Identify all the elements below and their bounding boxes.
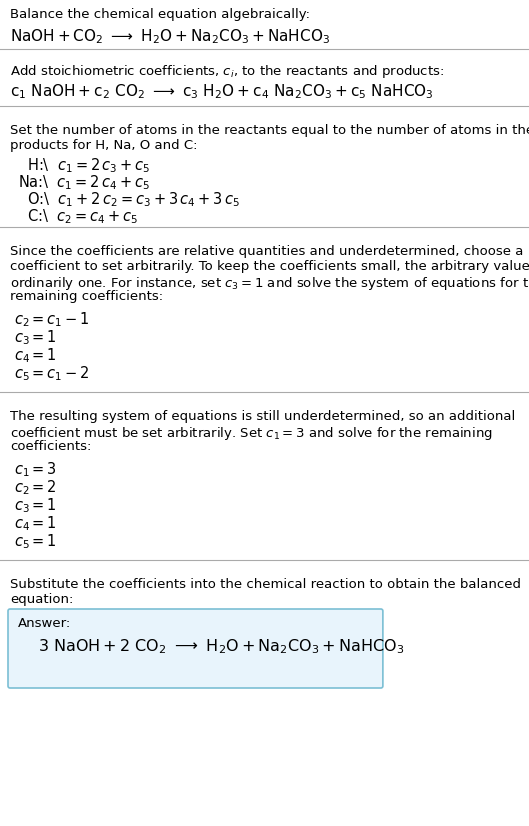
Text: Na:\  $c_1 = 2\,c_4 + c_5$: Na:\ $c_1 = 2\,c_4 + c_5$ [18,173,150,192]
Text: $c_5 = c_1 - 2$: $c_5 = c_1 - 2$ [14,364,90,382]
Text: $c_4 = 1$: $c_4 = 1$ [14,346,57,365]
Text: Answer:: Answer: [18,617,71,630]
Text: C:\  $c_2 = c_4 + c_5$: C:\ $c_2 = c_4 + c_5$ [18,207,138,225]
Text: equation:: equation: [10,593,74,606]
Text: $\mathrm{3\ NaOH + 2\ CO_2\ \longrightarrow\ H_2O + Na_2CO_3 + NaHCO_3}$: $\mathrm{3\ NaOH + 2\ CO_2\ \longrightar… [38,637,404,656]
Text: $c_3 = 1$: $c_3 = 1$ [14,328,57,347]
Text: coefficient to set arbitrarily. To keep the coefficients small, the arbitrary va: coefficient to set arbitrarily. To keep … [10,260,529,273]
Text: coefficient must be set arbitrarily. Set $c_1 = 3$ and solve for the remaining: coefficient must be set arbitrarily. Set… [10,425,492,442]
FancyBboxPatch shape [8,609,383,688]
Text: coefficients:: coefficients: [10,440,92,453]
Text: products for H, Na, O and C:: products for H, Na, O and C: [10,139,197,152]
Text: $\mathrm{c_1\ NaOH + c_2\ CO_2\ \longrightarrow\ c_3\ H_2O + c_4\ Na_2CO_3 + c_5: $\mathrm{c_1\ NaOH + c_2\ CO_2\ \longrig… [10,82,434,101]
Text: O:\  $c_1 + 2\,c_2 = c_3 + 3\,c_4 + 3\,c_5$: O:\ $c_1 + 2\,c_2 = c_3 + 3\,c_4 + 3\,c_… [18,190,240,209]
Text: $c_1 = 3$: $c_1 = 3$ [14,460,57,479]
Text: $c_5 = 1$: $c_5 = 1$ [14,532,57,551]
Text: $c_2 = 2$: $c_2 = 2$ [14,478,57,496]
Text: $c_3 = 1$: $c_3 = 1$ [14,496,57,515]
Text: $c_2 = c_1 - 1$: $c_2 = c_1 - 1$ [14,310,90,329]
Text: Balance the chemical equation algebraically:: Balance the chemical equation algebraica… [10,8,310,21]
Text: Substitute the coefficients into the chemical reaction to obtain the balanced: Substitute the coefficients into the che… [10,578,521,591]
Text: Add stoichiometric coefficients, $c_i$, to the reactants and products:: Add stoichiometric coefficients, $c_i$, … [10,63,444,80]
Text: $c_4 = 1$: $c_4 = 1$ [14,514,57,533]
Text: $\mathrm{NaOH + CO_2\ \longrightarrow\ H_2O + Na_2CO_3 + NaHCO_3}$: $\mathrm{NaOH + CO_2\ \longrightarrow\ H… [10,27,330,45]
Text: remaining coefficients:: remaining coefficients: [10,290,163,303]
Text: ordinarily one. For instance, set $c_3 = 1$ and solve the system of equations fo: ordinarily one. For instance, set $c_3 =… [10,275,529,292]
Text: Since the coefficients are relative quantities and underdetermined, choose a: Since the coefficients are relative quan… [10,245,523,258]
Text: Set the number of atoms in the reactants equal to the number of atoms in the: Set the number of atoms in the reactants… [10,124,529,137]
Text: H:\  $c_1 = 2\,c_3 + c_5$: H:\ $c_1 = 2\,c_3 + c_5$ [18,156,150,175]
Text: The resulting system of equations is still underdetermined, so an additional: The resulting system of equations is sti… [10,410,515,423]
